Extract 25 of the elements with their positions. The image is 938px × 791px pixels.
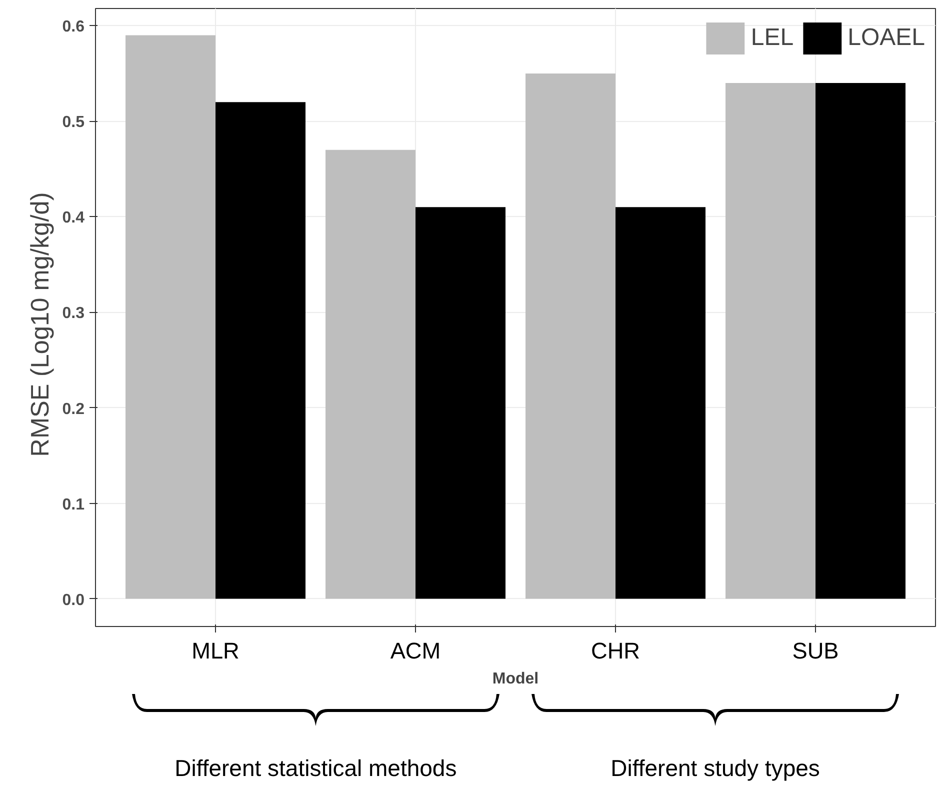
y-tick-label: 0.2 <box>62 400 85 418</box>
text: Different statistical methods <box>174 755 457 781</box>
y-tick-label: 0.1 <box>62 496 85 514</box>
y-tick-label: 0.4 <box>62 210 85 227</box>
bar <box>816 83 906 599</box>
x-tick-label: MLR <box>192 638 240 664</box>
bar <box>216 102 306 599</box>
x-tick-label: CHR <box>590 638 640 664</box>
legend-label: LOAEL <box>848 24 925 52</box>
bar <box>616 207 706 599</box>
y-tick-label: 0.5 <box>62 114 85 132</box>
y-axis-title: RMSE (Log10 mg/kg/d) <box>26 192 54 457</box>
x-axis-title: Model <box>492 670 539 688</box>
bar <box>526 73 616 599</box>
legend-label: LEL <box>750 24 794 52</box>
bar <box>726 83 816 599</box>
bar <box>326 150 416 599</box>
y-tick-label: 0.0 <box>62 592 85 609</box>
y-tick-label: 0.3 <box>62 305 85 322</box>
y-tick-label: 0.6 <box>62 18 85 36</box>
x-tick-label: ACM <box>390 638 441 664</box>
x-tick-label: SUB <box>792 638 839 664</box>
text: Different study types <box>610 755 820 781</box>
bar <box>416 207 506 599</box>
bar <box>126 35 216 599</box>
